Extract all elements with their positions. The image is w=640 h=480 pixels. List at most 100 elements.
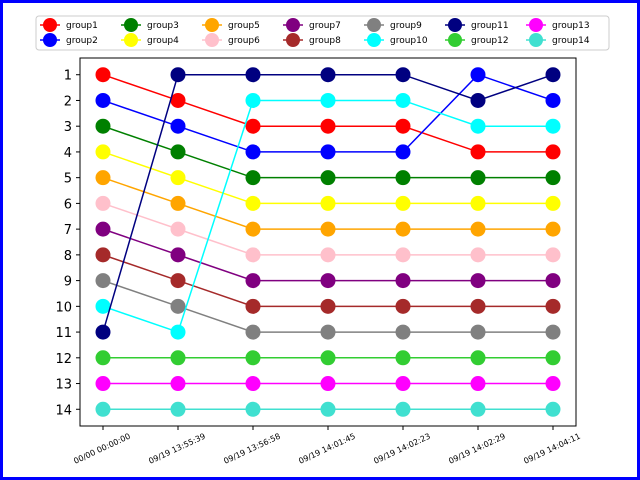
data-point-group5 [395, 221, 411, 237]
data-point-group2 [320, 144, 336, 160]
legend-marker [286, 33, 300, 47]
data-point-group7 [545, 273, 561, 289]
legend-marker [43, 18, 57, 32]
legend-label: group3 [147, 21, 179, 31]
legend-label: group5 [228, 21, 260, 31]
series-line-group10 [102, 99, 553, 334]
data-point-group14 [470, 401, 486, 417]
data-point-group3 [245, 170, 261, 186]
data-point-group7 [470, 273, 486, 289]
legend-label: group9 [390, 21, 422, 31]
data-point-group1 [470, 144, 486, 160]
data-point-group1 [320, 118, 336, 134]
legend-label: group13 [552, 21, 590, 31]
legend-label: group11 [471, 21, 509, 31]
data-point-group13 [545, 376, 561, 392]
y-tick-label: 10 [55, 300, 72, 315]
data-point-group5 [545, 221, 561, 237]
y-tick-label: 8 [64, 249, 72, 264]
data-point-group8 [395, 298, 411, 314]
data-point-group9 [320, 324, 336, 340]
data-point-group8 [245, 298, 261, 314]
data-point-group10 [545, 118, 561, 134]
x-tick-label: 00/00 00:00:00 [72, 432, 132, 466]
data-point-group2 [245, 144, 261, 160]
data-point-group12 [95, 350, 111, 366]
data-point-group1 [545, 144, 561, 160]
data-point-group3 [545, 170, 561, 186]
data-point-group3 [95, 118, 111, 134]
data-point-group4 [320, 195, 336, 211]
data-point-group6 [545, 247, 561, 263]
data-point-group2 [470, 67, 486, 83]
data-point-group9 [245, 324, 261, 340]
y-tick-label: 9 [64, 275, 72, 290]
legend-marker [124, 33, 138, 47]
legend-marker [367, 18, 381, 32]
x-tick-label: 09/19 14:01:45 [297, 432, 357, 466]
y-tick-label: 3 [64, 120, 72, 135]
legend-marker [529, 18, 543, 32]
data-point-group10 [320, 92, 336, 108]
data-point-group1 [395, 118, 411, 134]
data-point-group14 [170, 401, 186, 417]
data-point-group6 [470, 247, 486, 263]
y-tick-label: 7 [64, 223, 72, 238]
data-point-group12 [545, 350, 561, 366]
y-tick-label: 13 [55, 378, 72, 393]
legend-marker [124, 18, 138, 32]
y-tick-label: 11 [55, 326, 72, 341]
x-tick-label: 09/19 13:55:39 [147, 432, 207, 466]
data-point-group12 [320, 350, 336, 366]
data-point-group8 [545, 298, 561, 314]
x-tick-label: 09/19 14:04:11 [522, 432, 582, 466]
data-point-group12 [170, 350, 186, 366]
plot-area [79, 57, 577, 427]
legend-marker [205, 33, 219, 47]
data-point-group5 [320, 221, 336, 237]
y-tick-label: 6 [64, 197, 72, 212]
data-point-group4 [170, 170, 186, 186]
legend-label: group1 [66, 21, 98, 31]
data-point-group13 [245, 376, 261, 392]
data-point-group13 [320, 376, 336, 392]
legend-marker [43, 33, 57, 47]
series-line-group1 [102, 74, 553, 153]
data-point-group14 [395, 401, 411, 417]
data-point-group7 [95, 221, 111, 237]
data-point-group10 [95, 298, 111, 314]
x-tick-label: 09/19 14:02:29 [447, 432, 507, 466]
data-point-group13 [95, 376, 111, 392]
data-point-group13 [470, 376, 486, 392]
data-point-group3 [320, 170, 336, 186]
data-point-group9 [95, 273, 111, 289]
data-point-group3 [395, 170, 411, 186]
y-tick-label: 2 [64, 94, 72, 109]
data-point-group2 [95, 92, 111, 108]
data-point-group8 [95, 247, 111, 263]
data-point-group12 [245, 350, 261, 366]
data-point-group2 [170, 118, 186, 134]
data-point-group5 [245, 221, 261, 237]
data-point-group11 [170, 67, 186, 83]
data-point-group12 [395, 350, 411, 366]
data-point-group6 [320, 247, 336, 263]
legend-label: group7 [309, 21, 341, 31]
data-point-group8 [320, 298, 336, 314]
data-point-group14 [95, 401, 111, 417]
data-point-group8 [170, 273, 186, 289]
data-point-group7 [245, 273, 261, 289]
x-tick-label: 09/19 13:56:58 [222, 432, 282, 466]
data-point-group11 [320, 67, 336, 83]
data-point-group10 [170, 324, 186, 340]
legend-marker [367, 33, 381, 47]
data-point-group11 [245, 67, 261, 83]
data-point-group6 [245, 247, 261, 263]
data-point-group5 [170, 195, 186, 211]
legend-label: group8 [309, 36, 341, 46]
data-point-group5 [470, 221, 486, 237]
data-point-group14 [545, 401, 561, 417]
data-point-group9 [470, 324, 486, 340]
data-point-group7 [170, 247, 186, 263]
y-tick-label: 12 [55, 352, 72, 367]
